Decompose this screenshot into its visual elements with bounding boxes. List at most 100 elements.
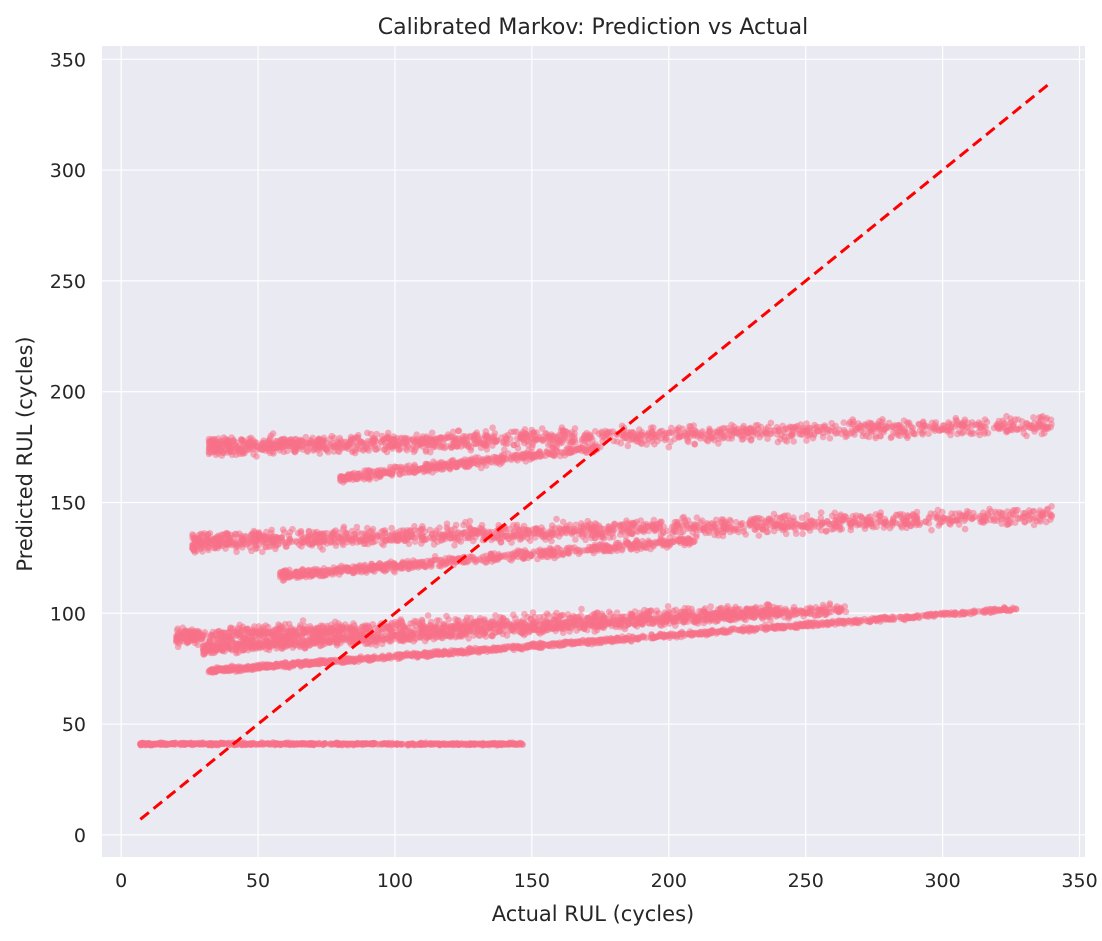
- scatter-point: [788, 622, 796, 630]
- scatter-point: [261, 740, 268, 748]
- scatter-point: [253, 643, 261, 651]
- scatter-point: [324, 622, 331, 630]
- scatter-point: [764, 624, 772, 632]
- scatter-point: [406, 633, 414, 640]
- scatter-point: [780, 623, 788, 630]
- scatter-point: [466, 624, 474, 632]
- scatter-point: [205, 740, 213, 747]
- scatter-point: [471, 647, 479, 655]
- scatter-point: [492, 612, 499, 619]
- scatter-point: [250, 638, 257, 645]
- scatter-point: [401, 651, 409, 659]
- scatter-point: [458, 632, 465, 639]
- scatter-point: [717, 613, 725, 621]
- scatter-point: [346, 740, 354, 748]
- scatter-point: [487, 647, 494, 654]
- scatter-point: [822, 620, 830, 627]
- scatter-point: [462, 740, 469, 748]
- scatter-point: [490, 618, 497, 626]
- scatter-point: [394, 619, 402, 626]
- scatter-point: [717, 627, 725, 635]
- scatter-point: [333, 740, 340, 747]
- scatter-point: [519, 646, 526, 653]
- scatter-point: [622, 635, 630, 642]
- scatter-point: [420, 652, 427, 659]
- scatter-point: [208, 667, 216, 674]
- scatter-point: [785, 612, 792, 620]
- scatter-point: [613, 637, 620, 645]
- scatter-point: [589, 636, 596, 644]
- scatter-point: [835, 608, 842, 615]
- scatter-point: [279, 526, 287, 533]
- scatter-point: [479, 646, 487, 653]
- scatter-point: [220, 740, 228, 747]
- scatter-point: [234, 649, 242, 656]
- scatter-point: [506, 740, 513, 747]
- scatter-point: [195, 628, 203, 635]
- scatter-point: [349, 655, 357, 663]
- scatter-point: [272, 634, 280, 642]
- scatter-point: [839, 517, 847, 524]
- scatter-point: [433, 617, 441, 624]
- scatter-point: [214, 644, 222, 652]
- scatter-point: [649, 633, 657, 641]
- scatter-point: [260, 628, 267, 636]
- scatter-point: [238, 741, 246, 749]
- scatter-point: [456, 648, 463, 655]
- scatter-point: [529, 609, 537, 616]
- scatter-point: [397, 740, 405, 748]
- scatter-point: [1048, 503, 1055, 510]
- scatter-point: [594, 620, 602, 628]
- scatter-point: [500, 741, 508, 748]
- scatter-point: [278, 623, 286, 630]
- scatter-point: [160, 740, 167, 747]
- scatter-point: [625, 620, 633, 627]
- scatter-point: [510, 646, 518, 654]
- scatter-point: [256, 664, 264, 672]
- scatter-point: [418, 619, 426, 627]
- scatter-point: [416, 741, 423, 748]
- scatter-point: [726, 628, 733, 636]
- scatter-point: [466, 517, 474, 525]
- scatter-point: [285, 620, 293, 628]
- scatter-point: [551, 612, 558, 619]
- scatter-point: [214, 741, 221, 748]
- scatter-point: [431, 740, 438, 748]
- scatter-point: [594, 609, 601, 616]
- scatter-point: [543, 610, 551, 617]
- scatter-point: [289, 644, 297, 651]
- scatter-point: [983, 606, 990, 613]
- scatter-point: [882, 615, 890, 623]
- scatter-point: [299, 617, 307, 624]
- scatter-point: [483, 741, 491, 748]
- scatter-point: [382, 635, 390, 643]
- scatter-point: [766, 610, 773, 618]
- scatter-point: [297, 527, 305, 535]
- scatter-point: [191, 637, 199, 644]
- scatter-point: [772, 625, 779, 632]
- scatter-point: [223, 664, 230, 672]
- scatter-points: [137, 412, 1056, 749]
- scatter-point: [736, 605, 743, 613]
- scatter-point: [306, 642, 313, 649]
- scatter-point: [195, 739, 203, 747]
- scatter-point: [602, 615, 609, 622]
- scatter-point: [425, 740, 433, 748]
- scatter-point: [755, 532, 763, 539]
- scatter-point: [272, 661, 279, 668]
- scatter-point: [658, 518, 665, 525]
- scatter-point: [935, 522, 943, 529]
- scatter-point: [497, 613, 504, 621]
- scatter-point: [630, 615, 638, 622]
- scatter-point: [441, 649, 448, 657]
- scatter-point: [822, 610, 830, 617]
- scatter-point: [318, 638, 326, 645]
- scatter-point: [307, 741, 314, 748]
- scatter-point: [285, 661, 293, 669]
- scatter-point: [299, 659, 307, 667]
- scatter-point: [612, 623, 620, 631]
- scatter-point: [239, 642, 247, 649]
- scatter-point: [800, 620, 807, 628]
- scatter-point: [807, 524, 814, 531]
